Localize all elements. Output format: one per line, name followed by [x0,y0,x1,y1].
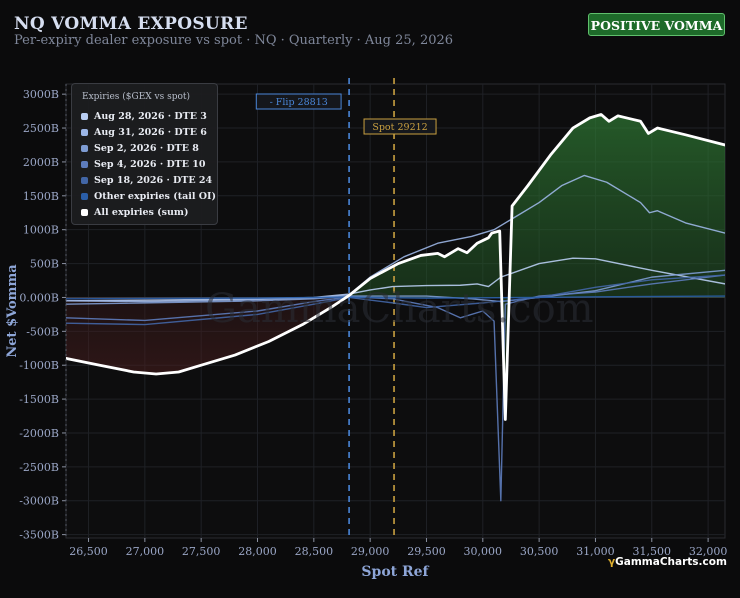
legend-item: Aug 28, 2026 · DTE 3 [81,109,207,123]
x-tick-label: 29,500 [407,545,446,558]
legend-label: Sep 4, 2026 · DTE 10 [94,158,206,170]
legend-item: Other expiries (tail OI) [81,189,216,203]
y-axis-label: Net $Vomma [5,264,20,358]
x-tick-label: 27,000 [126,545,165,558]
negative-area [66,295,350,375]
marker-label: - Flip 28813 [270,97,328,108]
legend-swatch [81,192,88,200]
legend-swatch [81,128,88,136]
y-tick-label: 1000B [23,224,59,237]
series-line [66,274,725,502]
x-tick-label: 28,500 [295,545,334,558]
x-axis-ticks: 26,500 27,000 27,500 28,000 28,500 29,000 29,5… [69,538,727,558]
legend-swatch [81,176,88,184]
gamma-icon: γ [608,556,616,568]
x-tick-label: 27,500 [182,545,221,558]
x-tick-label: 29,000 [351,545,390,558]
legend: Expiries ($GEX vs spot) Aug 28, 2026 · D… [71,83,218,225]
series-line [66,274,725,326]
x-tick-label: 30,500 [520,545,559,558]
x-axis-label: Spot Ref [361,564,429,580]
positive-area [349,114,725,420]
legend-swatch [81,208,88,216]
legend-item: Sep 2, 2026 · DTE 8 [81,141,199,155]
brand-logo: γGammaCharts.com [608,556,727,568]
y-tick-label: -1500B [19,393,59,406]
legend-item: Sep 4, 2026 · DTE 10 [81,157,206,171]
y-tick-label: 3000B [23,88,59,101]
legend-title: Expiries ($GEX vs spot) [82,92,191,102]
area-fills [66,114,725,420]
y-tick-label: -3500B [19,529,59,542]
legend-swatch [81,160,88,168]
y-tick-label: 0.000B [19,291,59,304]
y-tick-label: 2500B [23,122,59,135]
legend-item: Sep 18, 2026 · DTE 24 [81,173,212,187]
y-tick-label: -500B [26,325,59,338]
marker-box [255,93,342,110]
chart-subtitle: Per-expiry dealer exposure vs spot · NQ … [14,33,454,48]
marker-box [363,118,437,135]
x-tick-label: 28,000 [238,545,277,558]
status-badge: POSITIVE VOMMA [588,13,725,36]
series-lines [66,113,725,502]
legend-label: Other expiries (tail OI) [94,190,216,202]
y-tick-label: -2000B [19,427,59,440]
brand-text: GammaCharts.com [615,556,727,568]
series-line [66,113,725,421]
legend-label: Sep 2, 2026 · DTE 8 [94,142,199,154]
reference-lines: - Flip 28813 Spot 29212 [255,78,437,538]
y-tick-label: 500B [30,258,59,271]
legend-label: Sep 18, 2026 · DTE 24 [94,174,213,186]
y-tick-label: 2000B [23,156,59,169]
y-axis-ticks: 3000B 2500B 2000B 1500B 1000B 500B 0.000B -500B… [19,84,67,542]
y-tick-label: -1000B [19,359,59,372]
legend-label: Aug 31, 2026 · DTE 6 [94,126,207,138]
x-tick-label: 30,000 [464,545,503,558]
legend-item: Aug 31, 2026 · DTE 6 [81,125,207,139]
legend-label: All expiries (sum) [94,206,189,218]
x-tick-label: 31,500 [633,545,672,558]
legend-swatch [81,144,88,152]
chart-title: NQ VOMMA EXPOSURE [14,14,248,34]
legend-label: Aug 28, 2026 · DTE 3 [94,110,207,122]
x-tick-label: 31,000 [576,545,615,558]
legend-item: All expiries (sum) [81,205,188,219]
x-tick-label: 32,000 [689,545,728,558]
y-tick-label: -2500B [19,461,59,474]
series-line [66,295,725,300]
marker-label: Spot 29212 [372,122,427,133]
legend-swatch [81,112,88,120]
y-tick-label: -3000B [19,495,59,508]
x-tick-label: 26,500 [69,545,108,558]
y-tick-label: 1500B [23,190,59,203]
